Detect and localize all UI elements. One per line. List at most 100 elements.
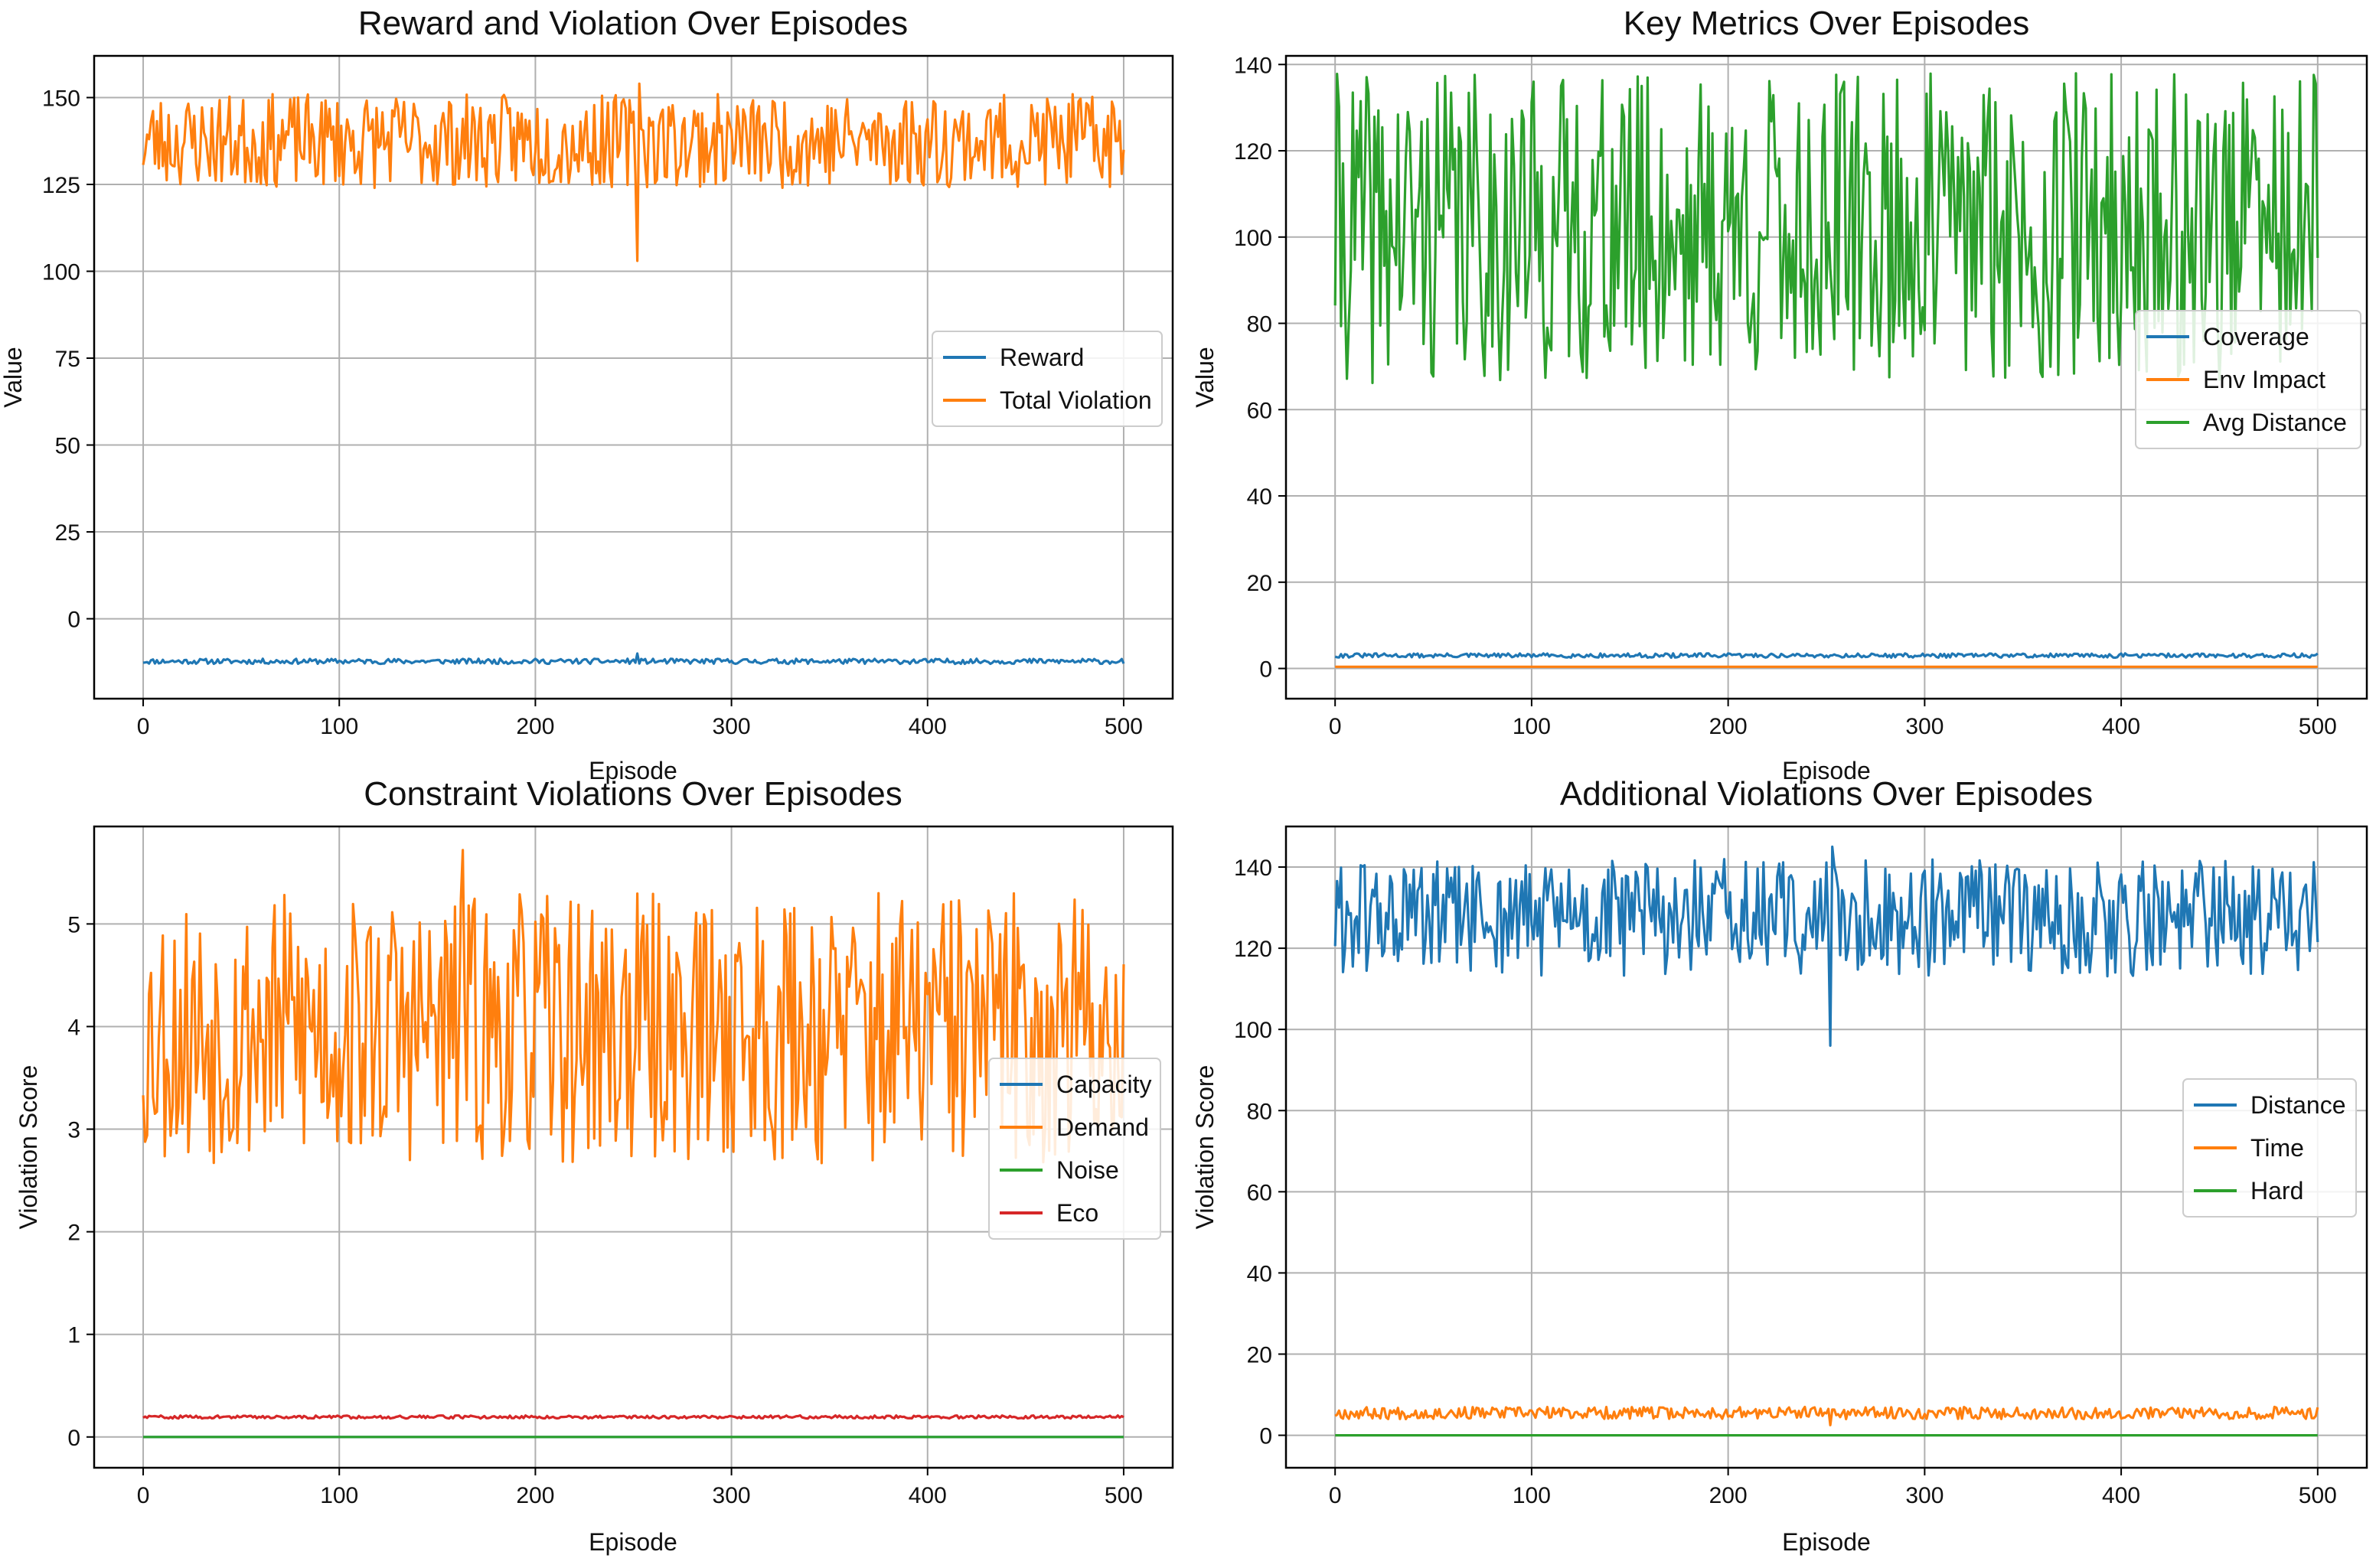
y-tick-label: 125 <box>42 173 80 198</box>
axes-frame <box>1284 54 2368 700</box>
series-line-coverage <box>1334 652 2319 659</box>
legend-label: Noise <box>1056 1156 1119 1184</box>
y-tick-label: 60 <box>1247 1180 1272 1205</box>
y-tick-label: 0 <box>67 608 80 633</box>
y-tick-label: 25 <box>55 520 80 546</box>
y-tick-label: 140 <box>1234 856 1272 881</box>
series-line-avg-distance <box>1333 72 2319 384</box>
x-tick-label: 500 <box>2299 714 2337 739</box>
legend-label: Distance <box>2250 1091 2346 1119</box>
y-tick-label: 75 <box>55 347 80 372</box>
chart-title: Additional Violations Over Episodes <box>1560 775 2093 813</box>
legend-label: Capacity <box>1056 1071 1152 1098</box>
legend: Reward Total Violation <box>932 331 1163 427</box>
x-tick-label: 400 <box>2102 714 2140 739</box>
x-tick-label: 0 <box>1329 1483 1342 1508</box>
y-tick-label: 150 <box>42 86 80 111</box>
x-tick-label: 400 <box>2102 1483 2140 1508</box>
x-tick-label: 200 <box>1709 714 1748 739</box>
y-tick-label: 0 <box>67 1426 80 1451</box>
legend-label: Demand <box>1056 1113 1149 1141</box>
axes-frame <box>93 54 1174 700</box>
x-tick-label: 400 <box>909 1483 947 1508</box>
y-tick-label: 120 <box>1234 139 1272 165</box>
y-tick-label: 80 <box>1247 1099 1272 1124</box>
series-line-total-violation <box>142 82 1125 262</box>
x-tick-label: 300 <box>713 1483 751 1508</box>
x-tick-label: 0 <box>137 1483 150 1508</box>
x-tick-label: 200 <box>516 714 554 739</box>
x-tick-label: 200 <box>1709 1483 1748 1508</box>
chart-title: Reward and Violation Over Episodes <box>358 5 908 42</box>
legend-box <box>2135 310 2361 449</box>
series-group <box>142 849 1125 1439</box>
chart-title: Constraint Violations Over Episodes <box>364 775 902 813</box>
legend-label: Eco <box>1056 1199 1098 1227</box>
series-line-distance <box>1333 845 2319 1047</box>
subplot-1: 0 100 200 300 400 500 0 25 50 75 100 125 150 Reward a… <box>0 5 1174 784</box>
x-tick-label: 100 <box>320 1483 358 1508</box>
y-tick-label: 100 <box>1234 226 1272 251</box>
y-tick-label: 0 <box>1259 1424 1272 1449</box>
series-group <box>1333 845 2319 1437</box>
x-tick-label: 300 <box>1905 714 1944 739</box>
legend-label: Reward <box>1000 344 1084 371</box>
legend-box <box>2182 1078 2357 1218</box>
y-axis-label: Value <box>1191 347 1219 407</box>
x-tick-label: 500 <box>2299 1483 2337 1508</box>
legend-label: Time <box>2250 1134 2304 1162</box>
y-tick-label: 20 <box>1247 571 1272 596</box>
legend: Capacity Demand Noise Eco <box>988 1058 1161 1240</box>
subplot-3: 0 100 200 300 400 500 0 1 2 3 4 5 Constraint Violati… <box>15 775 1174 1556</box>
legend-label: Hard <box>2250 1177 2303 1205</box>
x-tick-label: 100 <box>320 714 358 739</box>
y-tick-label: 140 <box>1234 53 1272 78</box>
subplot-2: 0 100 200 300 400 500 0 20 40 60 80 100 120 140 Key Me… <box>1191 5 2368 784</box>
x-tick-label: 100 <box>1513 714 1551 739</box>
axes-frame <box>1284 825 2368 1469</box>
x-tick-label: 300 <box>713 714 751 739</box>
x-tick-label: 200 <box>516 1483 554 1508</box>
series-line-reward <box>142 652 1125 666</box>
y-tick-label: 60 <box>1247 398 1272 423</box>
y-axis-label: Value <box>0 347 27 407</box>
x-tick-label: 300 <box>1905 1483 1944 1508</box>
y-axis-label: Violation Score <box>1191 1065 1219 1230</box>
legend-label: Total Violation <box>1000 386 1152 414</box>
y-tick-label: 50 <box>55 434 80 459</box>
series-group <box>1333 72 2319 668</box>
legend-label: Avg Distance <box>2203 409 2347 436</box>
y-tick-label: 3 <box>67 1118 80 1143</box>
y-tick-label: 120 <box>1234 937 1272 962</box>
x-axis-label: Episode <box>1782 757 1871 784</box>
y-tick-label: 1 <box>67 1323 80 1348</box>
legend: Distance Time Hard <box>2182 1078 2357 1218</box>
x-axis-label: Episode <box>589 757 677 784</box>
y-tick-label: 20 <box>1247 1342 1272 1368</box>
y-tick-label: 100 <box>1234 1018 1272 1043</box>
y-tick-label: 80 <box>1247 312 1272 337</box>
y-tick-label: 100 <box>42 260 80 285</box>
legend: Coverage Env Impact Avg Distance <box>2135 310 2361 449</box>
series-line-eco <box>142 1414 1124 1420</box>
x-tick-label: 500 <box>1105 714 1143 739</box>
x-tick-label: 0 <box>1329 714 1342 739</box>
y-tick-label: 40 <box>1247 484 1272 510</box>
legend-label: Coverage <box>2203 323 2309 350</box>
y-tick-label: 40 <box>1247 1261 1272 1286</box>
x-tick-label: 100 <box>1513 1483 1551 1508</box>
series-line-time <box>1334 1405 2319 1426</box>
x-tick-label: 0 <box>137 714 150 739</box>
y-tick-label: 2 <box>67 1221 80 1246</box>
x-tick-label: 400 <box>909 714 947 739</box>
series-group <box>142 82 1125 666</box>
legend-box <box>988 1058 1161 1240</box>
y-tick-label: 5 <box>67 912 80 937</box>
axes-frame <box>93 825 1174 1469</box>
legend-label: Env Impact <box>2203 366 2325 393</box>
subplot-4: 0 100 200 300 400 500 0 20 40 60 80 100 120 140 Additi… <box>1191 775 2368 1556</box>
y-tick-label: 0 <box>1259 657 1272 683</box>
legend-box <box>932 331 1163 427</box>
y-tick-label: 4 <box>67 1015 80 1040</box>
y-axis-label: Violation Score <box>15 1065 42 1230</box>
